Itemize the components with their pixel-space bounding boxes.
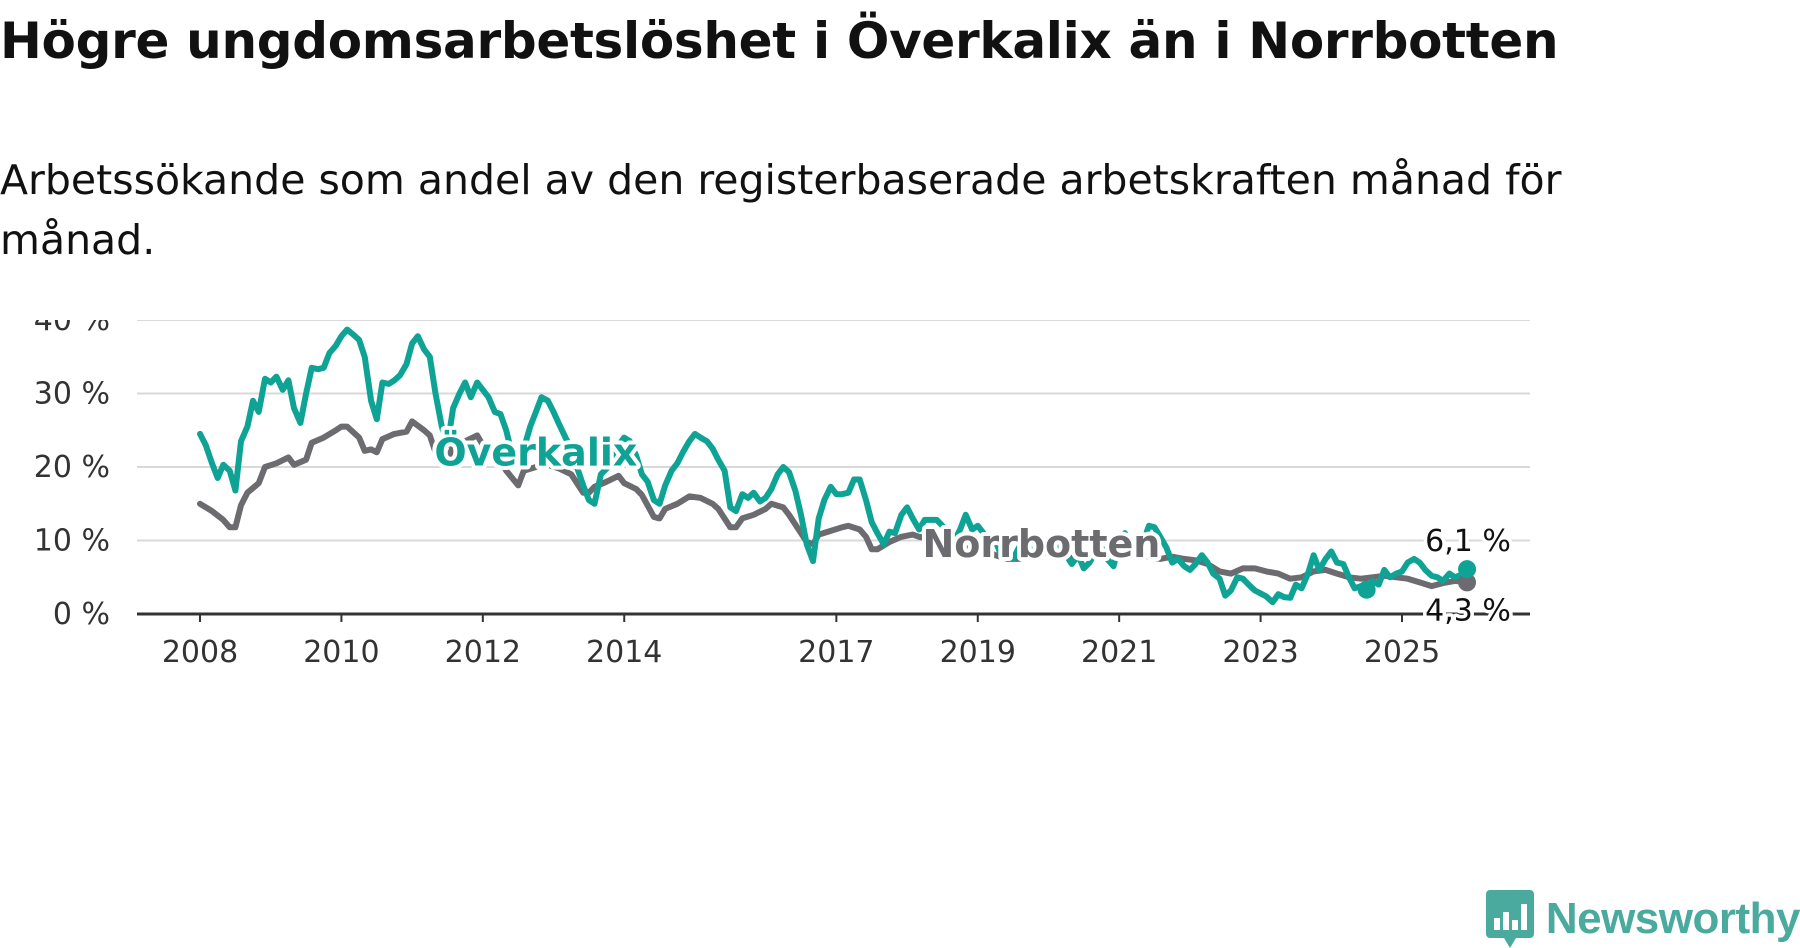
series-lines — [197, 326, 1477, 606]
y-tick-label: 40 % — [34, 320, 110, 338]
end-value-label-overkalix: 6,1 % — [1425, 524, 1511, 559]
x-tick-label: 2012 — [445, 635, 521, 670]
y-tick-label: 10 % — [34, 524, 110, 559]
chart-title: Högre ungdomsarbetslöshet i Överkalix än… — [0, 12, 1559, 70]
data-point-marker — [1357, 580, 1376, 599]
x-tick-label: 2010 — [303, 635, 379, 670]
x-axis: 2008 2010 2012 2014 2017 2019 2021 2023 2025 — [162, 614, 1440, 670]
y-axis: 0 % 10 % 20 % 30 % 40 % — [34, 320, 110, 632]
end-value-label-norrbotten: 4,3 % — [1425, 593, 1511, 628]
brand-name: Newsworthy — [1545, 894, 1800, 943]
y-tick-label: 20 % — [34, 450, 110, 485]
y-tick-label: 30 % — [34, 377, 110, 412]
series-labels: Överkalix Norrbotten 6,1 % 4,3 % — [430, 426, 1514, 632]
series-line-överkalix — [197, 326, 1470, 606]
data-point-marker — [1458, 573, 1477, 592]
x-tick-label: 2023 — [1222, 635, 1298, 670]
y-tick-label: 0 % — [53, 597, 110, 632]
series-label-överkalix: Överkalix — [434, 430, 637, 474]
series-label-norrbotten: Norrbotten — [922, 522, 1160, 566]
x-tick-label: 2021 — [1081, 635, 1157, 670]
x-tick-label: 2017 — [798, 635, 874, 670]
x-tick-label: 2025 — [1364, 635, 1440, 670]
newsworthy-brand[interactable]: Newsworthy — [1485, 890, 1800, 948]
data-point-marker — [1458, 560, 1477, 579]
series-line-norrbotten — [197, 418, 1470, 590]
chart-subtitle: Arbetssökande som andel av den registerb… — [0, 156, 1562, 264]
line-chart: 0 % 10 % 20 % 30 % 40 % 2008 2010 2012 2014 2017… — [34, 320, 1530, 670]
x-tick-label: 2008 — [162, 635, 238, 670]
newsworthy-logo-icon — [1485, 890, 1534, 948]
x-tick-label: 2014 — [586, 635, 662, 670]
x-tick-label: 2019 — [940, 635, 1016, 670]
